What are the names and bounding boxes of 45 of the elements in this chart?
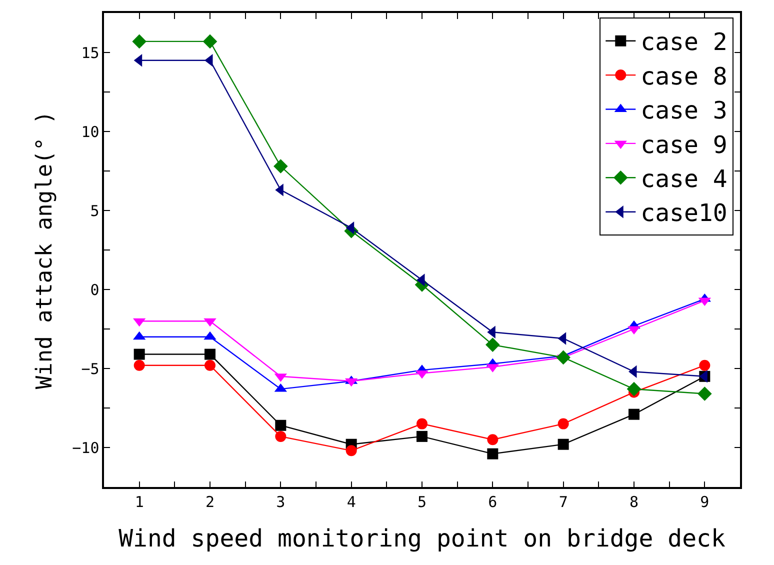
point — [204, 360, 216, 371]
x-tick-label: 8 — [629, 492, 639, 511]
legend-label: case 2 — [640, 28, 728, 56]
point — [699, 360, 710, 371]
legend-label: case 3 — [640, 96, 728, 125]
point — [558, 418, 569, 430]
y-tick-label: 15 — [81, 44, 100, 62]
legend-label: case 9 — [640, 130, 728, 159]
point — [275, 430, 286, 442]
point — [487, 448, 498, 460]
point — [698, 386, 712, 401]
point — [487, 434, 498, 446]
x-tick-label: 4 — [346, 492, 356, 511]
legend-label: case10 — [640, 199, 728, 228]
point — [628, 408, 640, 420]
x-axis-title: Wind speed monitoring point on bridge deck — [118, 524, 726, 553]
x-tick-label: 2 — [205, 492, 215, 511]
y-tick-label: −5 — [81, 360, 100, 378]
point — [558, 438, 569, 450]
point — [134, 348, 145, 360]
y-tick-label: 0 — [90, 280, 100, 299]
point — [204, 348, 216, 360]
point — [346, 445, 357, 456]
point — [274, 159, 288, 174]
point — [202, 34, 218, 49]
x-tick-label: 7 — [558, 492, 568, 511]
y-tick-label: 10 — [81, 122, 100, 141]
x-tick-label: 6 — [488, 492, 498, 511]
y-tick-label: 5 — [90, 202, 100, 220]
legend-label: case 8 — [640, 62, 728, 90]
point — [626, 382, 642, 396]
point — [134, 360, 145, 371]
x-tick-label: 3 — [276, 492, 286, 511]
y-axis-title: Wind attack angle(° ) — [32, 110, 58, 390]
point — [416, 418, 428, 430]
point — [275, 420, 286, 431]
point — [416, 430, 428, 442]
x-tick-label: 1 — [134, 492, 144, 511]
point — [556, 350, 570, 365]
x-tick-label: 9 — [700, 492, 710, 511]
point — [132, 34, 146, 49]
x-tick-label: 5 — [417, 492, 427, 511]
y-tick-label: −10 — [72, 438, 100, 457]
point — [486, 338, 500, 352]
legend-label: case 4 — [640, 165, 728, 193]
